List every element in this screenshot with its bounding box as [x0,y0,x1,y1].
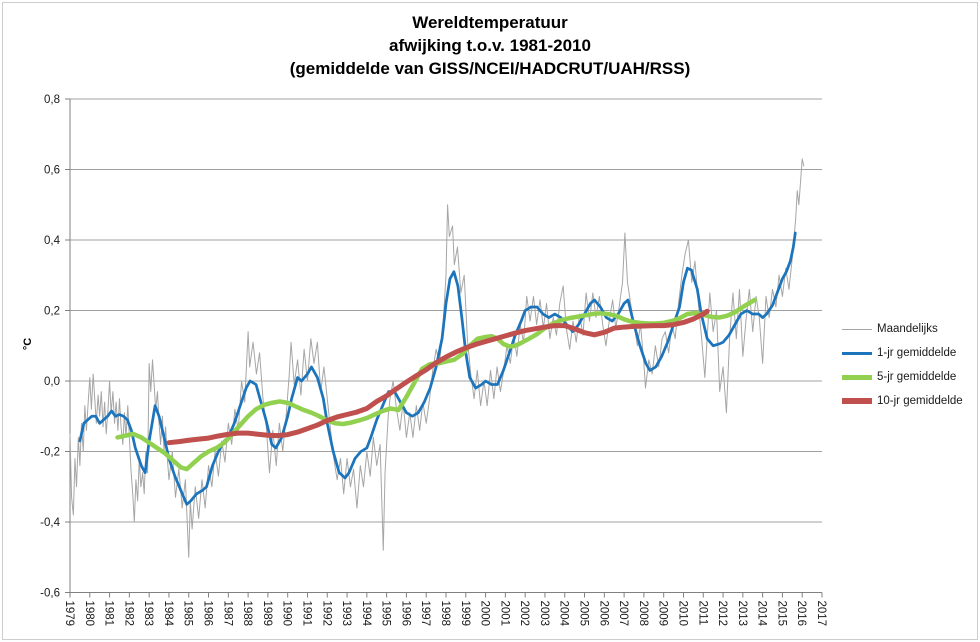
x-tick-label: 1994 [360,601,372,627]
x-tick-label: 2003 [538,601,550,627]
x-tick-label: 2014 [756,601,768,627]
x-tick-label: 2016 [795,601,807,627]
x-tick-label: 2006 [597,601,609,627]
legend-line-sample-1yr [842,351,872,355]
y-tick-label: 0,4 [44,235,61,247]
x-tick-label: 1983 [142,601,154,627]
y-tick-label: 0,0 [44,376,60,388]
x-tick-label: 2013 [736,601,748,627]
y-tick-label: -0,6 [40,588,60,600]
x-tick-label: 2007 [617,601,629,627]
legend-item-monthly: Maandelijks [842,317,963,341]
chart-title-line3: (gemiddelde van GISS/NCEI/HADCRUT/UAH/RS… [289,59,691,78]
x-tick-label: 2005 [578,601,590,627]
y-tick-label: -0,2 [40,447,60,459]
x-tick-label: 1998 [439,601,451,627]
series-line-1yr [78,231,797,506]
x-tick-label: 2011 [696,601,708,626]
chart-title-line1: Wereldtemperatuur [412,13,568,32]
x-tick-label: 2015 [775,601,787,627]
legend-item-1yr-average: 1-jr gemiddelde [842,341,963,365]
x-tick-label: 2004 [558,601,570,627]
legend-label-1yr: 1-jr gemiddelde [877,347,957,359]
x-tick-label: 1986 [202,601,214,627]
x-tick-label: 1996 [399,601,411,627]
y-tick-label: -0,4 [40,517,60,529]
x-tick-label: 2001 [498,601,510,627]
legend-line-sample-5yr [842,374,872,380]
chart-title-line2: afwijking t.o.v. 1981-2010 [389,36,591,55]
x-tick-label: 1987 [221,601,233,627]
x-tick-label: 2000 [479,601,491,627]
x-tick-label: 2009 [657,601,669,627]
legend-line-sample-monthly [842,328,872,330]
chart-title: Wereldtemperatuur afwijking t.o.v. 1981-… [0,11,980,80]
x-tick-label: 1999 [459,601,471,627]
x-tick-label: 1990 [281,601,293,627]
x-tick-label: 1993 [340,601,352,627]
x-tick-label: 1992 [320,601,332,627]
y-tick-label: 0,6 [44,165,60,177]
x-tick-label: 1989 [261,601,273,627]
series-line-10yr [166,308,710,446]
x-tick-label: 1997 [419,601,431,627]
x-tick-label: 1985 [182,601,194,627]
x-tick-label: 1988 [241,601,253,627]
x-tick-label: 1991 [300,601,312,627]
x-tick-label: 1995 [380,601,392,627]
legend-label-5yr: 5-jr gemiddelde [877,371,957,383]
legend-item-5yr-average: 5-jr gemiddelde [842,365,963,389]
x-tick-label: 1981 [103,601,115,627]
x-tick-label: 1980 [83,601,95,627]
x-tick-label: 2002 [518,601,530,627]
y-tick-label: 0,8 [44,94,60,106]
x-tick-label: 2010 [676,601,688,627]
legend-label-10yr: 10-jr gemiddelde [877,395,963,407]
x-tick-label: 2017 [815,601,827,627]
legend-label-monthly: Maandelijks [877,323,938,335]
legend: Maandelijks 1-jr gemiddelde 5-jr gemidde… [842,317,963,413]
x-tick-label: 2012 [716,601,728,627]
x-tick-label: 2008 [637,601,649,627]
x-tick-label: 1982 [122,601,134,627]
legend-item-10yr-average: 10-jr gemiddelde [842,389,963,413]
x-tick-label: 1979 [63,601,75,627]
legend-line-sample-10yr [842,398,872,404]
y-tick-label: 0,2 [44,306,60,318]
x-tick-label: 1984 [162,601,174,627]
